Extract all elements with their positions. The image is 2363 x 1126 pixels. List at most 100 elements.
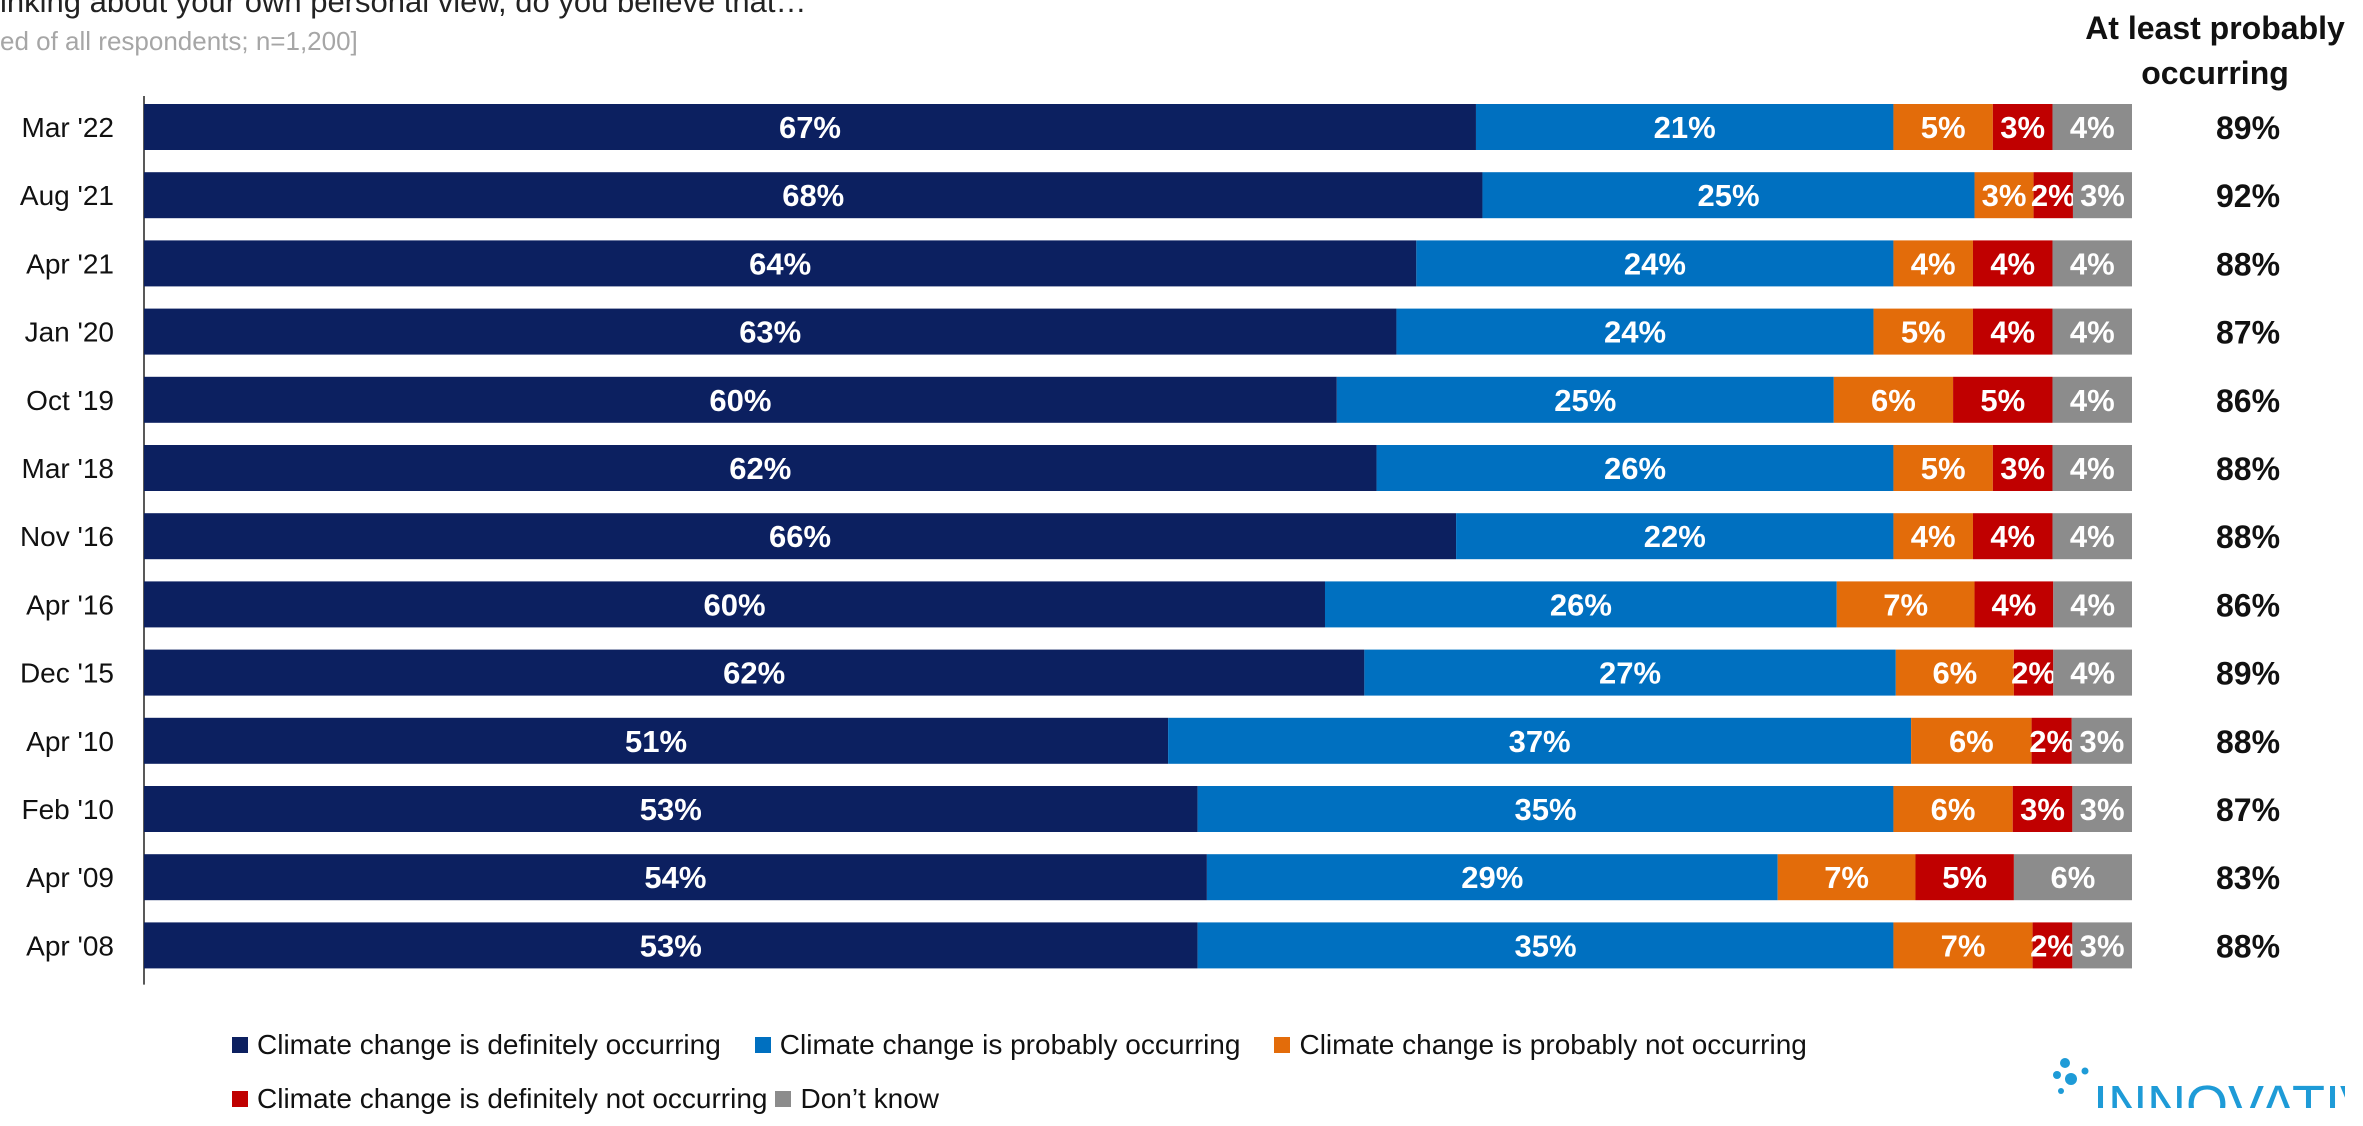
bar-segment — [1833, 376, 1954, 423]
data-label: 4% — [2070, 587, 2115, 622]
data-label: 2% — [2011, 656, 2056, 691]
bar-segment — [144, 172, 1483, 219]
data-label: 35% — [1515, 928, 1577, 963]
data-label: 62% — [723, 656, 785, 691]
total-label: 89% — [2216, 110, 2280, 146]
category-label: Jan '20 — [25, 317, 114, 348]
bar-segment — [2031, 717, 2072, 764]
bar-segment — [144, 104, 1476, 150]
total-label: 87% — [2216, 315, 2280, 351]
bar-segment — [1992, 104, 2053, 150]
category-label: Feb '10 — [21, 794, 114, 825]
data-label: 21% — [1654, 110, 1716, 145]
total-column-header: At least probably occurring — [2085, 10, 2345, 91]
bar-segment — [144, 717, 1169, 764]
data-label: 4% — [1991, 587, 2036, 622]
bar-segment — [1893, 786, 2013, 832]
data-label: 35% — [1515, 792, 1577, 827]
bar-segment — [1836, 581, 1975, 628]
data-label: 4% — [2070, 656, 2115, 691]
bar-segment — [1893, 445, 1993, 491]
data-label: 37% — [1509, 724, 1571, 759]
data-label: 4% — [2070, 110, 2115, 145]
base-note: ed of all respondents; n=1,200] — [0, 26, 358, 56]
data-label: 2% — [2030, 928, 2075, 963]
bar-segment — [1336, 376, 1834, 423]
bar-segment — [2072, 786, 2132, 832]
legend-swatch — [232, 1091, 248, 1107]
total-label: 87% — [2216, 792, 2280, 828]
bar-segment — [144, 513, 1457, 560]
data-label: 60% — [709, 383, 771, 418]
data-label: 67% — [779, 110, 841, 145]
total-label: 88% — [2216, 928, 2280, 964]
bar-segment — [1324, 581, 1837, 628]
bar-segment — [1777, 854, 1916, 901]
data-label: 6% — [1949, 724, 1994, 759]
data-label: 4% — [2070, 383, 2115, 418]
question-text: inking about your own personal view, do … — [0, 0, 807, 19]
total-label: 86% — [2216, 383, 2280, 419]
bar-segment — [1206, 854, 1778, 901]
bar-segment — [144, 922, 1198, 969]
bar-segment — [1364, 649, 1896, 696]
data-label: 3% — [2000, 110, 2045, 145]
bar-segment — [2052, 104, 2132, 150]
bar-segment — [2052, 240, 2132, 287]
data-label: 2% — [2031, 178, 2076, 213]
data-label: 4% — [1990, 519, 2035, 554]
category-label: Mar '22 — [22, 112, 115, 143]
data-label: 24% — [1604, 315, 1666, 350]
bar-segment — [2072, 922, 2132, 969]
data-label: 7% — [1941, 928, 1986, 963]
bar-segment — [1992, 445, 2053, 491]
bar-segment — [144, 649, 1365, 696]
data-label: 5% — [1942, 860, 1987, 895]
bar-segment — [144, 240, 1417, 287]
legend-item-dont-know: Don’t know — [775, 1083, 939, 1115]
bar-segment — [2052, 513, 2132, 560]
legend-swatch — [232, 1037, 248, 1053]
data-label: 4% — [1911, 519, 1956, 554]
data-label: 5% — [1921, 110, 1966, 145]
bar-segment — [2013, 649, 2054, 696]
data-label: 24% — [1624, 246, 1686, 281]
bar-segment — [1972, 513, 2053, 560]
category-label: Nov '16 — [20, 521, 114, 552]
data-label: 3% — [2080, 792, 2125, 827]
logo-wordmark: INNOVATIVE — [2093, 1075, 2345, 1108]
bar-segment — [1911, 717, 2032, 764]
data-label: 4% — [2070, 451, 2115, 486]
data-label: 4% — [2070, 246, 2115, 281]
data-label: 54% — [644, 860, 706, 895]
legend-label: Climate change is definitely occurring — [257, 1029, 721, 1060]
data-label: 6% — [1932, 656, 1977, 691]
data-label: 5% — [1921, 451, 1966, 486]
data-label: 66% — [769, 519, 831, 554]
bar-segment — [1893, 240, 1973, 287]
legend-swatch — [754, 1037, 771, 1053]
data-label: 25% — [1697, 178, 1759, 213]
data-label: 25% — [1554, 383, 1616, 418]
data-label: 3% — [1982, 178, 2027, 213]
data-label: 26% — [1550, 587, 1612, 622]
legend-item-definitely-not: Climate change is definitely not occurri… — [232, 1083, 767, 1115]
bar-segment — [2071, 717, 2132, 764]
bar-segment — [1456, 513, 1894, 560]
legend-item-definitely: Climate change is definitely occurring — [232, 1029, 721, 1061]
bar-segment — [144, 376, 1337, 423]
data-label: 3% — [2080, 928, 2125, 963]
logo-dot — [2065, 1073, 2077, 1085]
data-label: 2% — [2029, 724, 2074, 759]
legend-swatch — [775, 1091, 792, 1107]
bar-segment — [2032, 922, 2073, 969]
category-label: Dec '15 — [20, 658, 114, 689]
legend-label: Climate change is definitely not occurri… — [257, 1083, 768, 1114]
bar-segment — [1482, 172, 1975, 219]
data-label: 7% — [1883, 587, 1928, 622]
data-label: 3% — [2020, 792, 2065, 827]
total-label: 88% — [2216, 451, 2280, 487]
data-label: 53% — [640, 792, 702, 827]
data-label: 6% — [1931, 792, 1976, 827]
total-label: 83% — [2216, 860, 2280, 896]
